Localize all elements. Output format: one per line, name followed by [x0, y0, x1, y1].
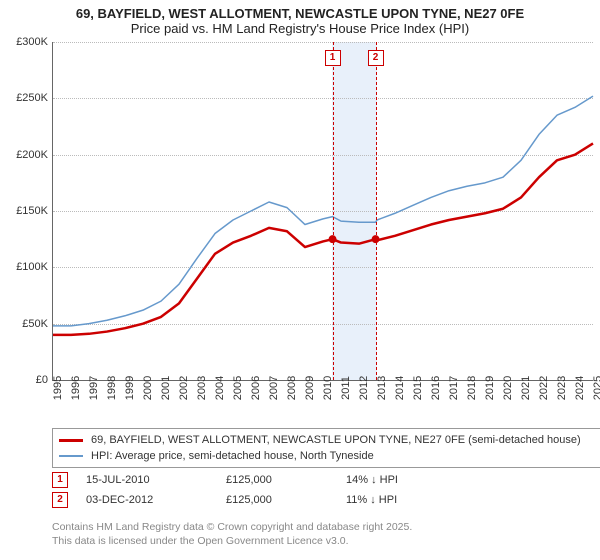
y-axis-label: £250K: [0, 92, 48, 104]
annotation-marker-2: 2: [52, 492, 68, 508]
x-axis-label: 1998: [106, 376, 118, 400]
x-axis-label: 2008: [286, 376, 298, 400]
plot-area: 12: [52, 42, 593, 381]
x-axis-label: 1997: [88, 376, 100, 400]
legend-swatch-hpi: [59, 455, 83, 457]
x-axis-label: 2022: [538, 376, 550, 400]
y-axis-label: £0: [0, 374, 48, 386]
marker-vline: [376, 42, 377, 380]
x-axis-label: 2014: [394, 376, 406, 400]
annotation-delta-2: 11% ↓ HPI: [346, 494, 397, 506]
footer-line-1: Contains HM Land Registry data © Crown c…: [52, 520, 592, 534]
y-axis-label: £200K: [0, 149, 48, 161]
annotation-date-2: 03-DEC-2012: [86, 494, 226, 506]
x-axis-label: 2023: [556, 376, 568, 400]
legend-label-hpi: HPI: Average price, semi-detached house,…: [91, 450, 374, 462]
title-line-1: 69, BAYFIELD, WEST ALLOTMENT, NEWCASTLE …: [0, 6, 600, 21]
x-axis-label: 2006: [250, 376, 262, 400]
annotation-row-2: 2 03-DEC-2012 £125,000 11% ↓ HPI: [52, 490, 592, 510]
x-axis-label: 2018: [466, 376, 478, 400]
x-axis-label: 2011: [340, 376, 352, 400]
chart-marker-box: 2: [368, 50, 384, 66]
footer-line-2: This data is licensed under the Open Gov…: [52, 534, 592, 548]
legend-row-property: 69, BAYFIELD, WEST ALLOTMENT, NEWCASTLE …: [59, 432, 595, 448]
series-hpi: [53, 96, 593, 326]
legend-label-property: 69, BAYFIELD, WEST ALLOTMENT, NEWCASTLE …: [91, 434, 581, 446]
x-axis-label: 2017: [448, 376, 460, 400]
x-axis-label: 2015: [412, 376, 424, 400]
series-property: [53, 143, 593, 335]
footer-attribution: Contains HM Land Registry data © Crown c…: [52, 520, 592, 548]
x-axis-label: 1995: [52, 376, 64, 400]
x-axis-label: 2012: [358, 376, 370, 400]
x-axis-labels: 1995199619971998199920002001200220032004…: [52, 384, 592, 422]
x-axis-label: 2002: [178, 376, 190, 400]
legend: 69, BAYFIELD, WEST ALLOTMENT, NEWCASTLE …: [52, 428, 600, 468]
annotation-row-1: 1 15-JUL-2010 £125,000 14% ↓ HPI: [52, 470, 592, 490]
x-axis-label: 2020: [502, 376, 514, 400]
annotation-price-1: £125,000: [226, 474, 346, 486]
x-axis-label: 1996: [70, 376, 82, 400]
x-axis-label: 1999: [124, 376, 136, 400]
x-axis-label: 2019: [484, 376, 496, 400]
y-axis-label: £100K: [0, 261, 48, 273]
chart: £0£50K£100K£150K£200K£250K£300K 12 19951…: [0, 42, 600, 422]
y-axis-label: £150K: [0, 205, 48, 217]
x-axis-label: 2016: [430, 376, 442, 400]
x-axis-label: 2013: [376, 376, 388, 400]
y-axis-label: £50K: [0, 318, 48, 330]
chart-title: 69, BAYFIELD, WEST ALLOTMENT, NEWCASTLE …: [0, 0, 600, 36]
series-lines: [53, 42, 593, 380]
annotation-date-1: 15-JUL-2010: [86, 474, 226, 486]
legend-swatch-property: [59, 439, 83, 442]
x-axis-label: 2007: [268, 376, 280, 400]
legend-row-hpi: HPI: Average price, semi-detached house,…: [59, 448, 595, 464]
x-axis-label: 2000: [142, 376, 154, 400]
x-axis-label: 2010: [322, 376, 334, 400]
title-line-2: Price paid vs. HM Land Registry's House …: [0, 21, 600, 36]
annotation-rows: 1 15-JUL-2010 £125,000 14% ↓ HPI 2 03-DE…: [52, 470, 592, 510]
y-axis-label: £300K: [0, 36, 48, 48]
annotation-delta-1: 14% ↓ HPI: [346, 474, 398, 486]
annotation-marker-1: 1: [52, 472, 68, 488]
marker-vline: [333, 42, 334, 380]
page-container: 69, BAYFIELD, WEST ALLOTMENT, NEWCASTLE …: [0, 0, 600, 560]
x-axis-label: 2005: [232, 376, 244, 400]
x-axis-label: 2021: [520, 376, 532, 400]
x-axis-label: 2001: [160, 376, 172, 400]
chart-marker-box: 1: [325, 50, 341, 66]
x-axis-label: 2025: [592, 376, 600, 400]
x-axis-label: 2024: [574, 376, 586, 400]
x-axis-label: 2009: [304, 376, 316, 400]
x-axis-label: 2004: [214, 376, 226, 400]
x-axis-label: 2003: [196, 376, 208, 400]
annotation-price-2: £125,000: [226, 494, 346, 506]
